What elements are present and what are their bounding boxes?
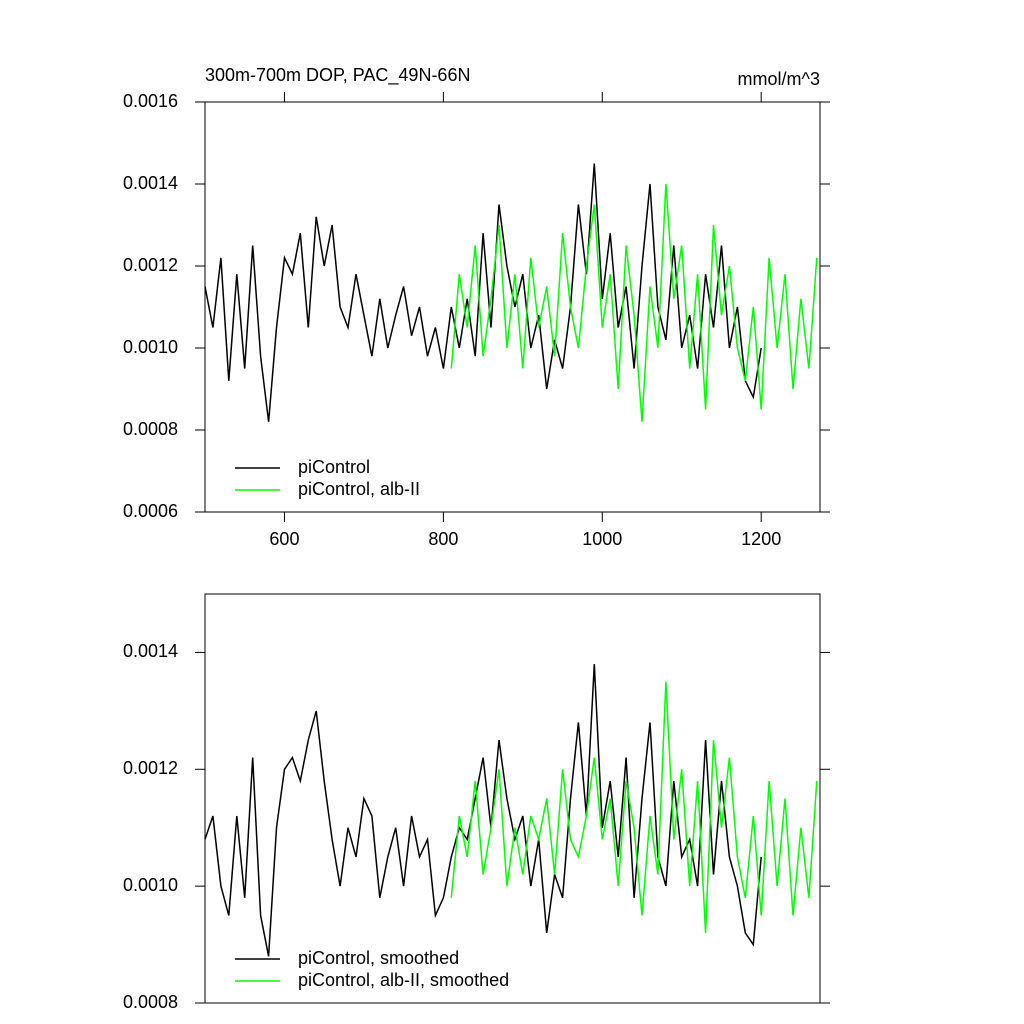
y-tick-label: 0.0006 — [123, 501, 178, 521]
y-tick-label: 0.0010 — [123, 875, 178, 895]
y-tick-label: 0.0012 — [123, 255, 178, 275]
x-tick-label: 1000 — [582, 529, 622, 549]
y-tick-label: 0.0014 — [123, 641, 178, 661]
series-line — [450, 183, 818, 422]
chart-title: 300m-700m DOP, PAC_49N-66N — [205, 65, 470, 86]
x-tick-label: 800 — [428, 529, 458, 549]
y-tick-label: 0.0008 — [123, 992, 178, 1012]
y-tick-label: 0.0016 — [123, 91, 178, 111]
plot-frame — [204, 101, 821, 513]
x-tick-label: 1200 — [741, 529, 781, 549]
legend-label: piControl — [298, 457, 370, 477]
series-line — [204, 664, 762, 957]
y-tick-label: 0.0008 — [123, 419, 178, 439]
y-tick-label: 0.0014 — [123, 173, 178, 193]
series-line — [204, 163, 762, 422]
legend-label: piControl, alb-II, smoothed — [298, 970, 509, 990]
y-tick-label: 0.0012 — [123, 758, 178, 778]
legend-label: piControl, smoothed — [298, 948, 459, 968]
plot-frame — [204, 593, 821, 1004]
x-tick-label: 600 — [269, 529, 299, 549]
y-tick-label: 0.0010 — [123, 337, 178, 357]
legend-label: piControl, alb-II — [298, 479, 420, 499]
series-line — [450, 681, 818, 933]
units-label: mmol/m^3 — [738, 69, 820, 89]
